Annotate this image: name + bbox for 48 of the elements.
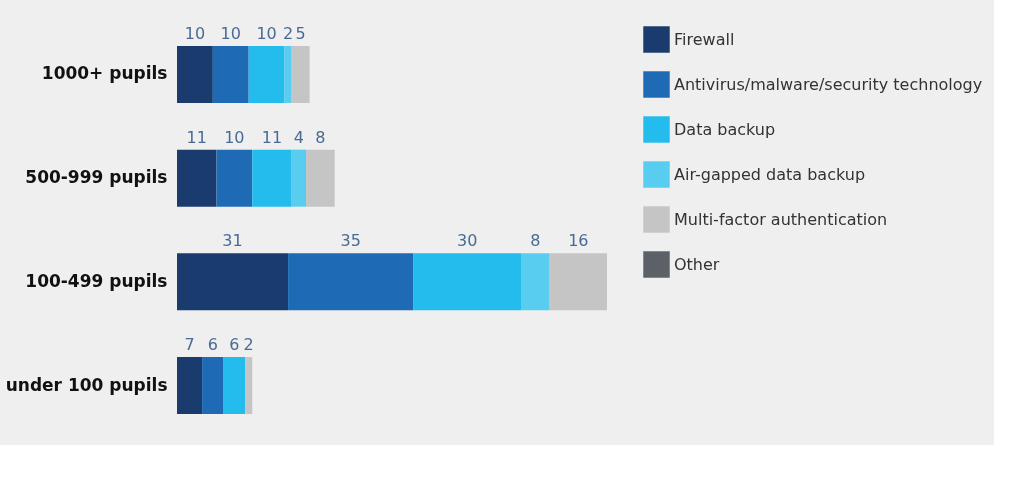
legend-label: Other — [674, 254, 720, 274]
bar — [288, 253, 414, 311]
bar — [177, 357, 203, 415]
bar — [177, 149, 217, 207]
y-tick-label: 1000+ pupils — [41, 63, 168, 84]
bar — [177, 253, 289, 311]
y-tick-label: under 100 pupils — [5, 374, 168, 395]
data-label: 35 — [340, 231, 361, 251]
data-label: 31 — [222, 231, 243, 251]
bar — [248, 45, 285, 103]
bar — [549, 253, 607, 311]
bar — [521, 253, 550, 311]
legend-label: Data backup — [674, 119, 776, 139]
data-label: 10 — [224, 127, 245, 147]
legend-label: Antivirus/malware/security technology — [674, 74, 983, 94]
data-label: 6 — [229, 335, 240, 355]
data-label: 2 — [282, 23, 294, 43]
bar — [245, 357, 253, 415]
bar — [291, 45, 310, 103]
bar — [284, 45, 292, 103]
bar — [223, 357, 246, 415]
data-label: 10 — [256, 23, 277, 43]
data-label: 10 — [220, 23, 241, 43]
y-tick-label: 100-499 pupils — [25, 270, 168, 291]
data-label: 6 — [207, 335, 218, 355]
data-label: 8 — [530, 231, 541, 251]
data-label: 2 — [243, 335, 254, 355]
legend-label: Air-gapped data backup — [674, 164, 866, 184]
data-label: 8 — [315, 127, 326, 147]
bar — [306, 149, 335, 207]
bar — [202, 357, 224, 415]
bar — [413, 253, 521, 311]
data-label: 5 — [295, 23, 306, 43]
legend-label: Multi-factor authentication — [674, 209, 888, 229]
bar — [216, 149, 253, 207]
data-label: 4 — [293, 127, 304, 147]
data-label: 10 — [184, 23, 206, 43]
data-label: 11 — [186, 127, 207, 147]
bar — [212, 45, 249, 103]
legend-label: Firewall — [674, 29, 735, 49]
bar — [252, 149, 292, 207]
data-label: 30 — [457, 231, 478, 251]
bar — [177, 45, 213, 103]
data-label: 16 — [568, 231, 589, 251]
y-tick-label: 500-999 pupils — [25, 167, 168, 188]
bar — [291, 149, 306, 207]
data-label: 7 — [184, 335, 195, 355]
data-label: 11 — [261, 127, 283, 147]
